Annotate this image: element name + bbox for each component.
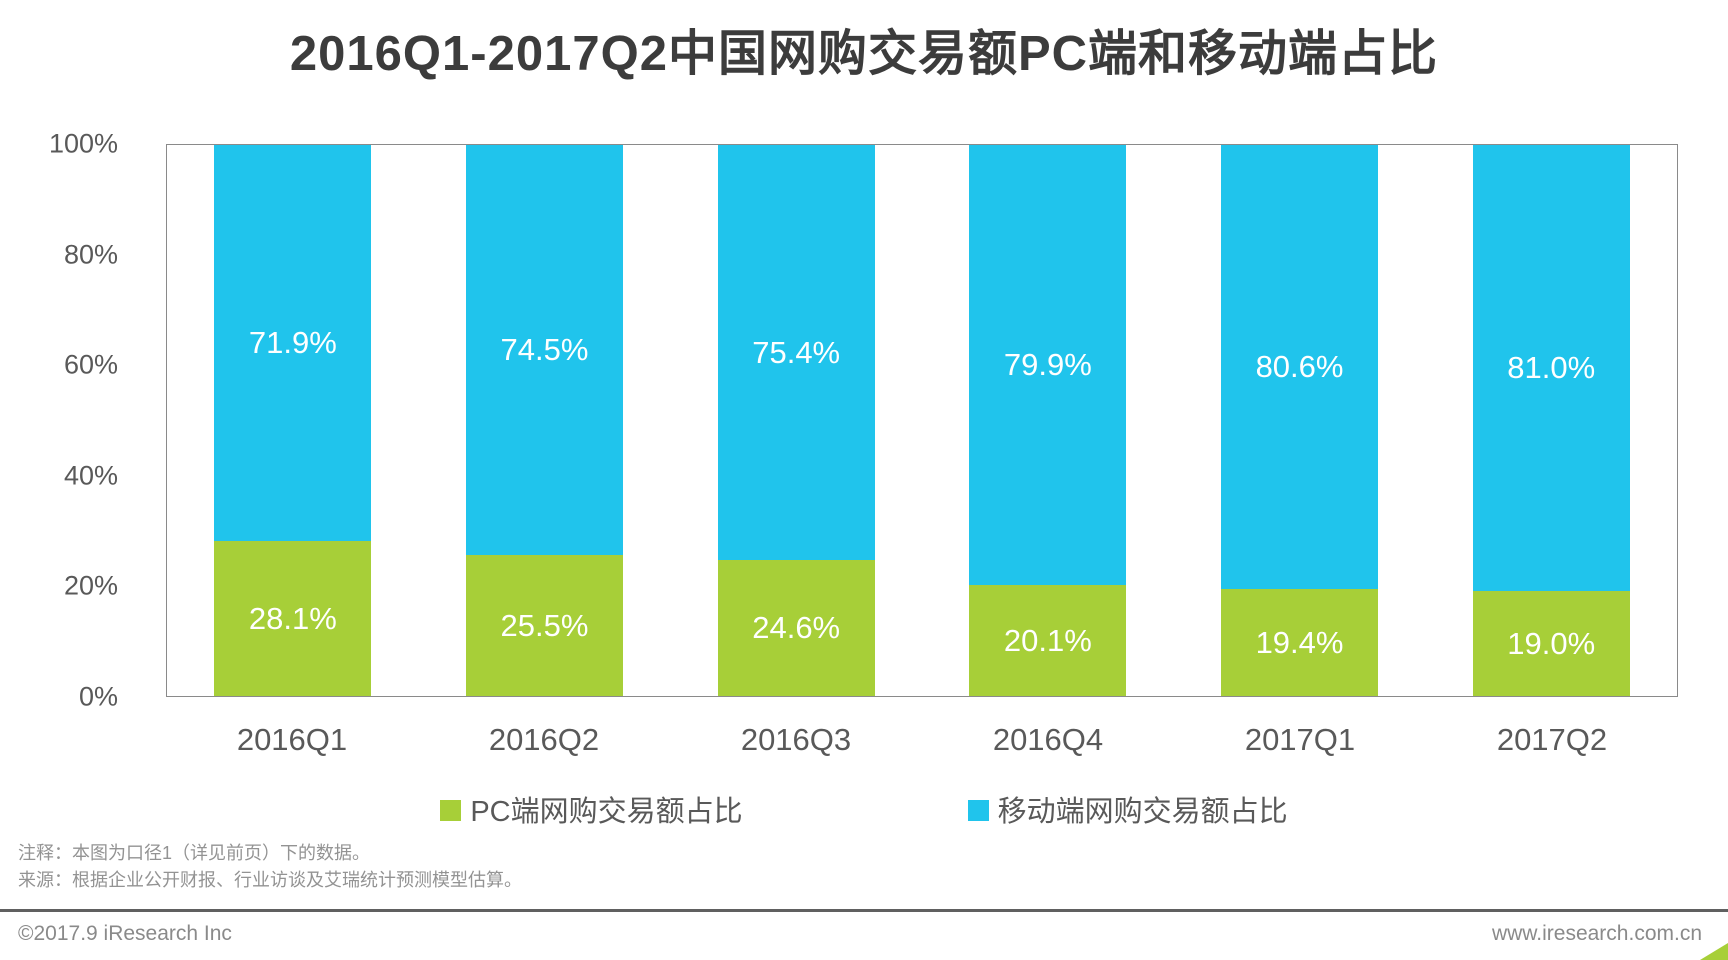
bar-stack: 80.6% 19.4% [1221,145,1379,696]
bar-column-2016Q1: 71.9% 28.1% [167,145,419,696]
x-axis-label-2016Q2: 2016Q2 [488,722,600,757]
bar-value-label: 74.5% [500,332,589,368]
bar-value-label: 28.1% [248,600,337,636]
bar-value-label: 19.4% [1255,624,1344,660]
bar-segment-mobile: 79.9% [969,145,1127,586]
y-tick-label: 100% [48,128,118,159]
brand-corner-accent-icon [1700,943,1728,960]
legend-label: PC端网购交易额占比 [470,796,743,828]
bar-segment-mobile: 75.4% [717,145,875,561]
copyright-text: ©2017.9 iResearch Inc [18,922,232,945]
bar-column-2016Q2: 74.5% 25.5% [419,145,671,696]
y-tick-label: 20% [63,570,118,601]
bar-segment-pc: 25.5% [466,555,623,696]
footnote-annotation: 注释：本图为口径1（详见前页）下的数据。 [18,843,371,863]
chart-title: 2016Q1-2017Q2中国网购交易额PC端和移动端占比 [289,27,1439,81]
bar-segment-pc: 24.6% [717,560,875,696]
plot-area: 71.9% 28.1% 74.5% 25.5% 75.4% 24.6% 79.9% 20.1%… [166,144,1678,697]
bar-value-label: 79.9% [1003,347,1092,383]
y-tick-label: 0% [78,681,118,712]
bar-column-2016Q4: 79.9% 20.1% [922,145,1174,696]
bar-segment-pc: 19.0% [1472,591,1630,696]
bar-value-label: 25.5% [500,607,589,643]
footnotes: 注释：本图为口径1（详见前页）下的数据。 来源：根据企业公开财报、行业访谈及艾瑞… [18,840,522,894]
bar-segment-pc: 28.1% [214,541,372,696]
bar-stack: 74.5% 25.5% [466,145,623,696]
legend-label: 移动端网购交易额占比 [997,796,1288,828]
bar-stack: 71.9% 28.1% [214,145,372,696]
bar-segment-mobile: 71.9% [214,145,372,542]
bar-value-label: 81.0% [1507,350,1596,386]
bar-value-label: 24.6% [752,610,841,646]
footnote-source: 来源：根据企业公开财报、行业访谈及艾瑞统计预测模型估算。 [18,870,522,890]
footer-divider [0,909,1728,912]
legend-item-mobile: 移动端网购交易额占比 [967,788,1288,830]
bar-value-label: 19.0% [1507,625,1596,661]
bar-column-2016Q3: 75.4% 24.6% [670,145,922,696]
chart-legend: PC端网购交易额占比 移动端网购交易额占比 [0,788,1728,830]
bar-value-label: 20.1% [1003,622,1092,658]
legend-swatch-mobile-icon [967,799,989,821]
x-axis-label-2017Q1: 2017Q1 [1244,722,1356,757]
x-axis-label-2017Q2: 2017Q2 [1496,722,1608,757]
y-tick-label: 60% [63,349,118,380]
x-axis-label-2016Q1: 2016Q1 [236,722,348,757]
x-axis-label-2016Q3: 2016Q3 [740,722,852,757]
bar-segment-pc: 20.1% [969,585,1127,696]
bar-stack: 81.0% 19.0% [1472,145,1630,696]
bar-segment-mobile: 74.5% [466,145,623,556]
bar-segment-pc: 19.4% [1221,589,1379,696]
bar-stack: 75.4% 24.6% [717,145,875,696]
x-axis-label-2016Q4: 2016Q4 [992,722,1104,757]
bar-column-2017Q2: 81.0% 19.0% [1425,145,1677,696]
bar-value-label: 75.4% [752,334,841,370]
bar-value-label: 80.6% [1255,349,1344,385]
bar-column-2017Q1: 80.6% 19.4% [1174,145,1426,696]
legend-swatch-pc-icon [440,799,462,821]
website-link[interactable]: www.iresearch.com.cn [1491,922,1702,945]
bar-value-label: 71.9% [248,325,337,361]
bar-segment-mobile: 81.0% [1472,145,1630,592]
bar-segment-mobile: 80.6% [1221,145,1379,590]
bar-stack: 79.9% 20.1% [969,145,1127,696]
y-axis: 100% 80% 60% 40% 20% 0% [0,129,142,712]
legend-item-pc: PC端网购交易额占比 [440,788,743,830]
y-tick-label: 40% [63,460,118,491]
y-tick-label: 80% [63,239,118,270]
x-axis: 2016Q1 2016Q2 2016Q3 2016Q4 2017Q1 2017Q2 [166,722,1678,758]
